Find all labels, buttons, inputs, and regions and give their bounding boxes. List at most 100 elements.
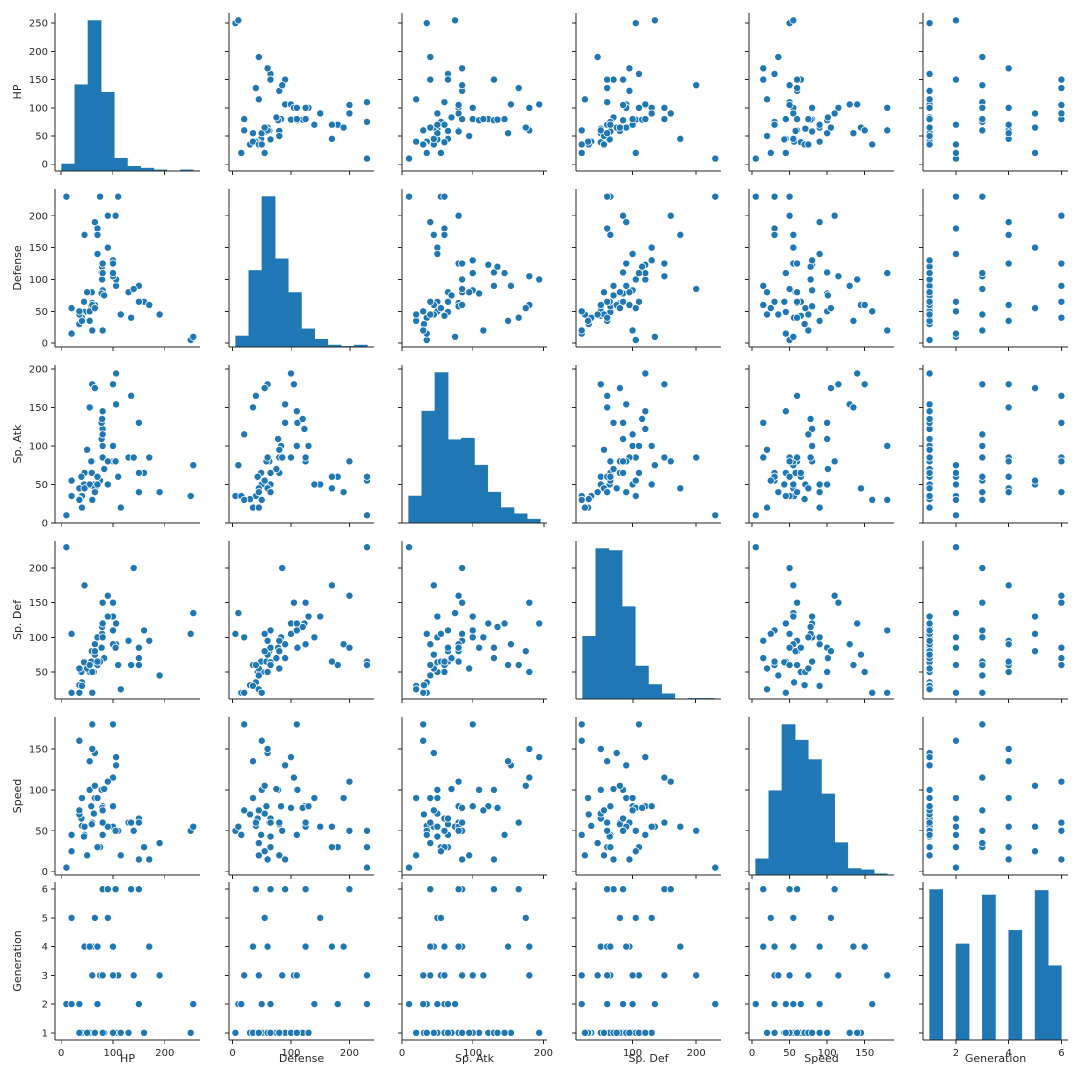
scatter-point-r3-c5-45: [1004, 667, 1013, 676]
scatter-point-r3-c4-5: [808, 657, 817, 666]
scatter-point-r5-c0-48: [90, 913, 99, 922]
scatter-point-r5-c3-24: [711, 1000, 720, 1009]
scatter-point-r3-c2-51: [454, 591, 463, 600]
scatter-point-r5-c1-23: [266, 1028, 275, 1037]
scatter-point-r2-c0-30: [116, 503, 125, 512]
y-axis-label-speed: Speed: [11, 779, 24, 813]
scatter-point-r0-c5-25: [951, 16, 960, 25]
scatter-point-r2-c4-46: [849, 403, 858, 412]
scatter-point-r2-c5-43: [978, 495, 987, 504]
scatter-point-r3-c1-41: [316, 612, 325, 621]
scatter-point-r1-c3-21: [622, 281, 631, 290]
scatter-point-r0-c5-42: [1057, 75, 1066, 84]
scatter-point-r5-c3-59: [628, 971, 637, 980]
scatter-point-r3-c1-48: [260, 647, 269, 656]
scatter-point-r0-c3-19: [599, 140, 608, 149]
scatter-point-r1-c2-25: [451, 332, 460, 341]
scatter-point-r3-c2-21: [506, 640, 515, 649]
scatter-point-r1-c4-45: [860, 300, 869, 309]
scatter-point-r3-c0-48: [90, 647, 99, 656]
scatter-point-r4-c1-27: [237, 830, 246, 839]
scatter-point-r5-c4-26: [808, 1028, 817, 1037]
scatter-point-r3-c0-42: [134, 661, 143, 670]
scatter-point-r4-c3-51: [666, 777, 675, 786]
scatter-point-r0-c5-35: [978, 53, 987, 62]
scatter-point-r2-c0-34: [114, 472, 123, 481]
scatter-point-r2-c1-49: [278, 453, 287, 462]
scatter-point-r1-c3-50: [660, 259, 669, 268]
scatter-point-r2-c4-27: [781, 492, 790, 501]
scatter-point-r4-c0-42: [134, 818, 143, 827]
scatter-point-r3-c4-58: [766, 629, 775, 638]
scatter-point-r5-c3-25: [650, 1000, 659, 1009]
scatter-point-r3-c4-30: [763, 685, 772, 694]
scatter-point-r2-c3-57: [634, 441, 643, 450]
scatter-point-r0-c1-44: [257, 140, 266, 149]
scatter-point-r2-c4-36: [759, 453, 768, 462]
scatter-point-r5-c1-45: [263, 942, 272, 951]
scatter-point-r2-c1-56: [310, 480, 319, 489]
scatter-point-r3-c4-26: [808, 612, 817, 621]
scatter-point-r0-c2-41: [433, 109, 442, 118]
scatter-point-r0-c2-20: [422, 19, 431, 28]
scatter-point-r2-c1-3: [300, 424, 309, 433]
scatter-point-r5-c2-45: [525, 942, 534, 951]
scatter-point-r5-c3-34: [603, 971, 612, 980]
scatter-point-r1-c0-40: [90, 218, 99, 227]
scatter-point-r0-c1-52: [345, 100, 354, 109]
scatter-point-r0-c3-41: [647, 109, 656, 118]
scatter-point-r1-c3-51: [666, 211, 675, 220]
scatter-point-r1-c0-52: [111, 211, 120, 220]
scatter-point-r2-c0-51: [103, 457, 112, 466]
scatter-point-r2-c3-11: [638, 414, 647, 423]
scatter-point-r1-c3-59: [628, 326, 637, 335]
scatter-point-r2-c5-34: [978, 472, 987, 481]
scatter-point-r3-c4-14: [823, 654, 832, 663]
hist-bar-defense-4: [288, 292, 302, 348]
scatter-point-r4-c3-43: [577, 720, 586, 729]
scatter-point-r2-c4-52: [785, 457, 794, 466]
scatter-point-r4-c1-25: [234, 822, 243, 831]
scatter-point-r1-c0-49: [129, 285, 138, 294]
scatter-point-r1-c4-10: [806, 275, 815, 284]
scatter-point-r1-c0-57: [109, 269, 118, 278]
scatter-point-r3-c1-20: [231, 629, 240, 638]
scatter-point-r2-c4-53: [793, 391, 802, 400]
scatter-point-r5-c4-22: [853, 1028, 862, 1037]
scatter-point-r3-c2-10: [458, 629, 467, 638]
scatter-point-r4-c5-54: [1004, 843, 1013, 852]
scatter-point-r3-c4-49: [785, 564, 794, 573]
scatter-point-r3-c0-35: [155, 671, 164, 680]
y-axis-label-sp-def: Sp. Def: [11, 599, 24, 640]
x-tick-label: 6: [1058, 1048, 1064, 1059]
scatter-point-r2-c4-14: [823, 465, 832, 474]
scatter-point-r3-c4-44: [868, 688, 877, 697]
scatter-point-r3-c0-45: [88, 667, 97, 676]
scatter-point-r2-c1-4: [253, 472, 262, 481]
scatter-point-r3-c4-43: [883, 688, 892, 697]
scatter-point-r0-c3-27: [577, 148, 586, 157]
scatter-point-r0-c5-52: [1057, 100, 1066, 109]
scatter-point-r0-c2-34: [440, 98, 449, 107]
scatter-point-r5-c1-31: [266, 1000, 275, 1009]
scatter-point-r5-c0-53: [127, 885, 136, 894]
scatter-point-r3-c0-58: [67, 629, 76, 638]
scatter-point-r5-c1-40: [339, 942, 348, 951]
scatter-point-r0-c2-29: [465, 132, 474, 141]
scatter-point-r0-c4-13: [801, 124, 810, 133]
scatter-point-r1-c2-37: [489, 281, 498, 290]
scatter-point-r5-c1-28: [333, 1000, 342, 1009]
x-axis-label-hp: HP: [120, 1052, 135, 1065]
scatter-point-r3-c2-23: [443, 626, 452, 635]
scatter-point-r2-c5-40: [1004, 488, 1013, 497]
scatter-point-r3-c2-54: [440, 657, 449, 666]
scatter-point-r4-c1-36: [263, 855, 272, 864]
scatter-point-r1-c4-46: [849, 316, 858, 325]
scatter-point-r1-c0-48: [90, 304, 99, 313]
scatter-point-r5-c0-23: [140, 1028, 149, 1037]
scatter-point-r0-c1-39: [327, 134, 336, 143]
scatter-point-r5-c2-47: [525, 971, 534, 980]
hist-bar-defense-2: [261, 196, 276, 348]
scatter-point-r4-c0-47: [109, 773, 118, 782]
